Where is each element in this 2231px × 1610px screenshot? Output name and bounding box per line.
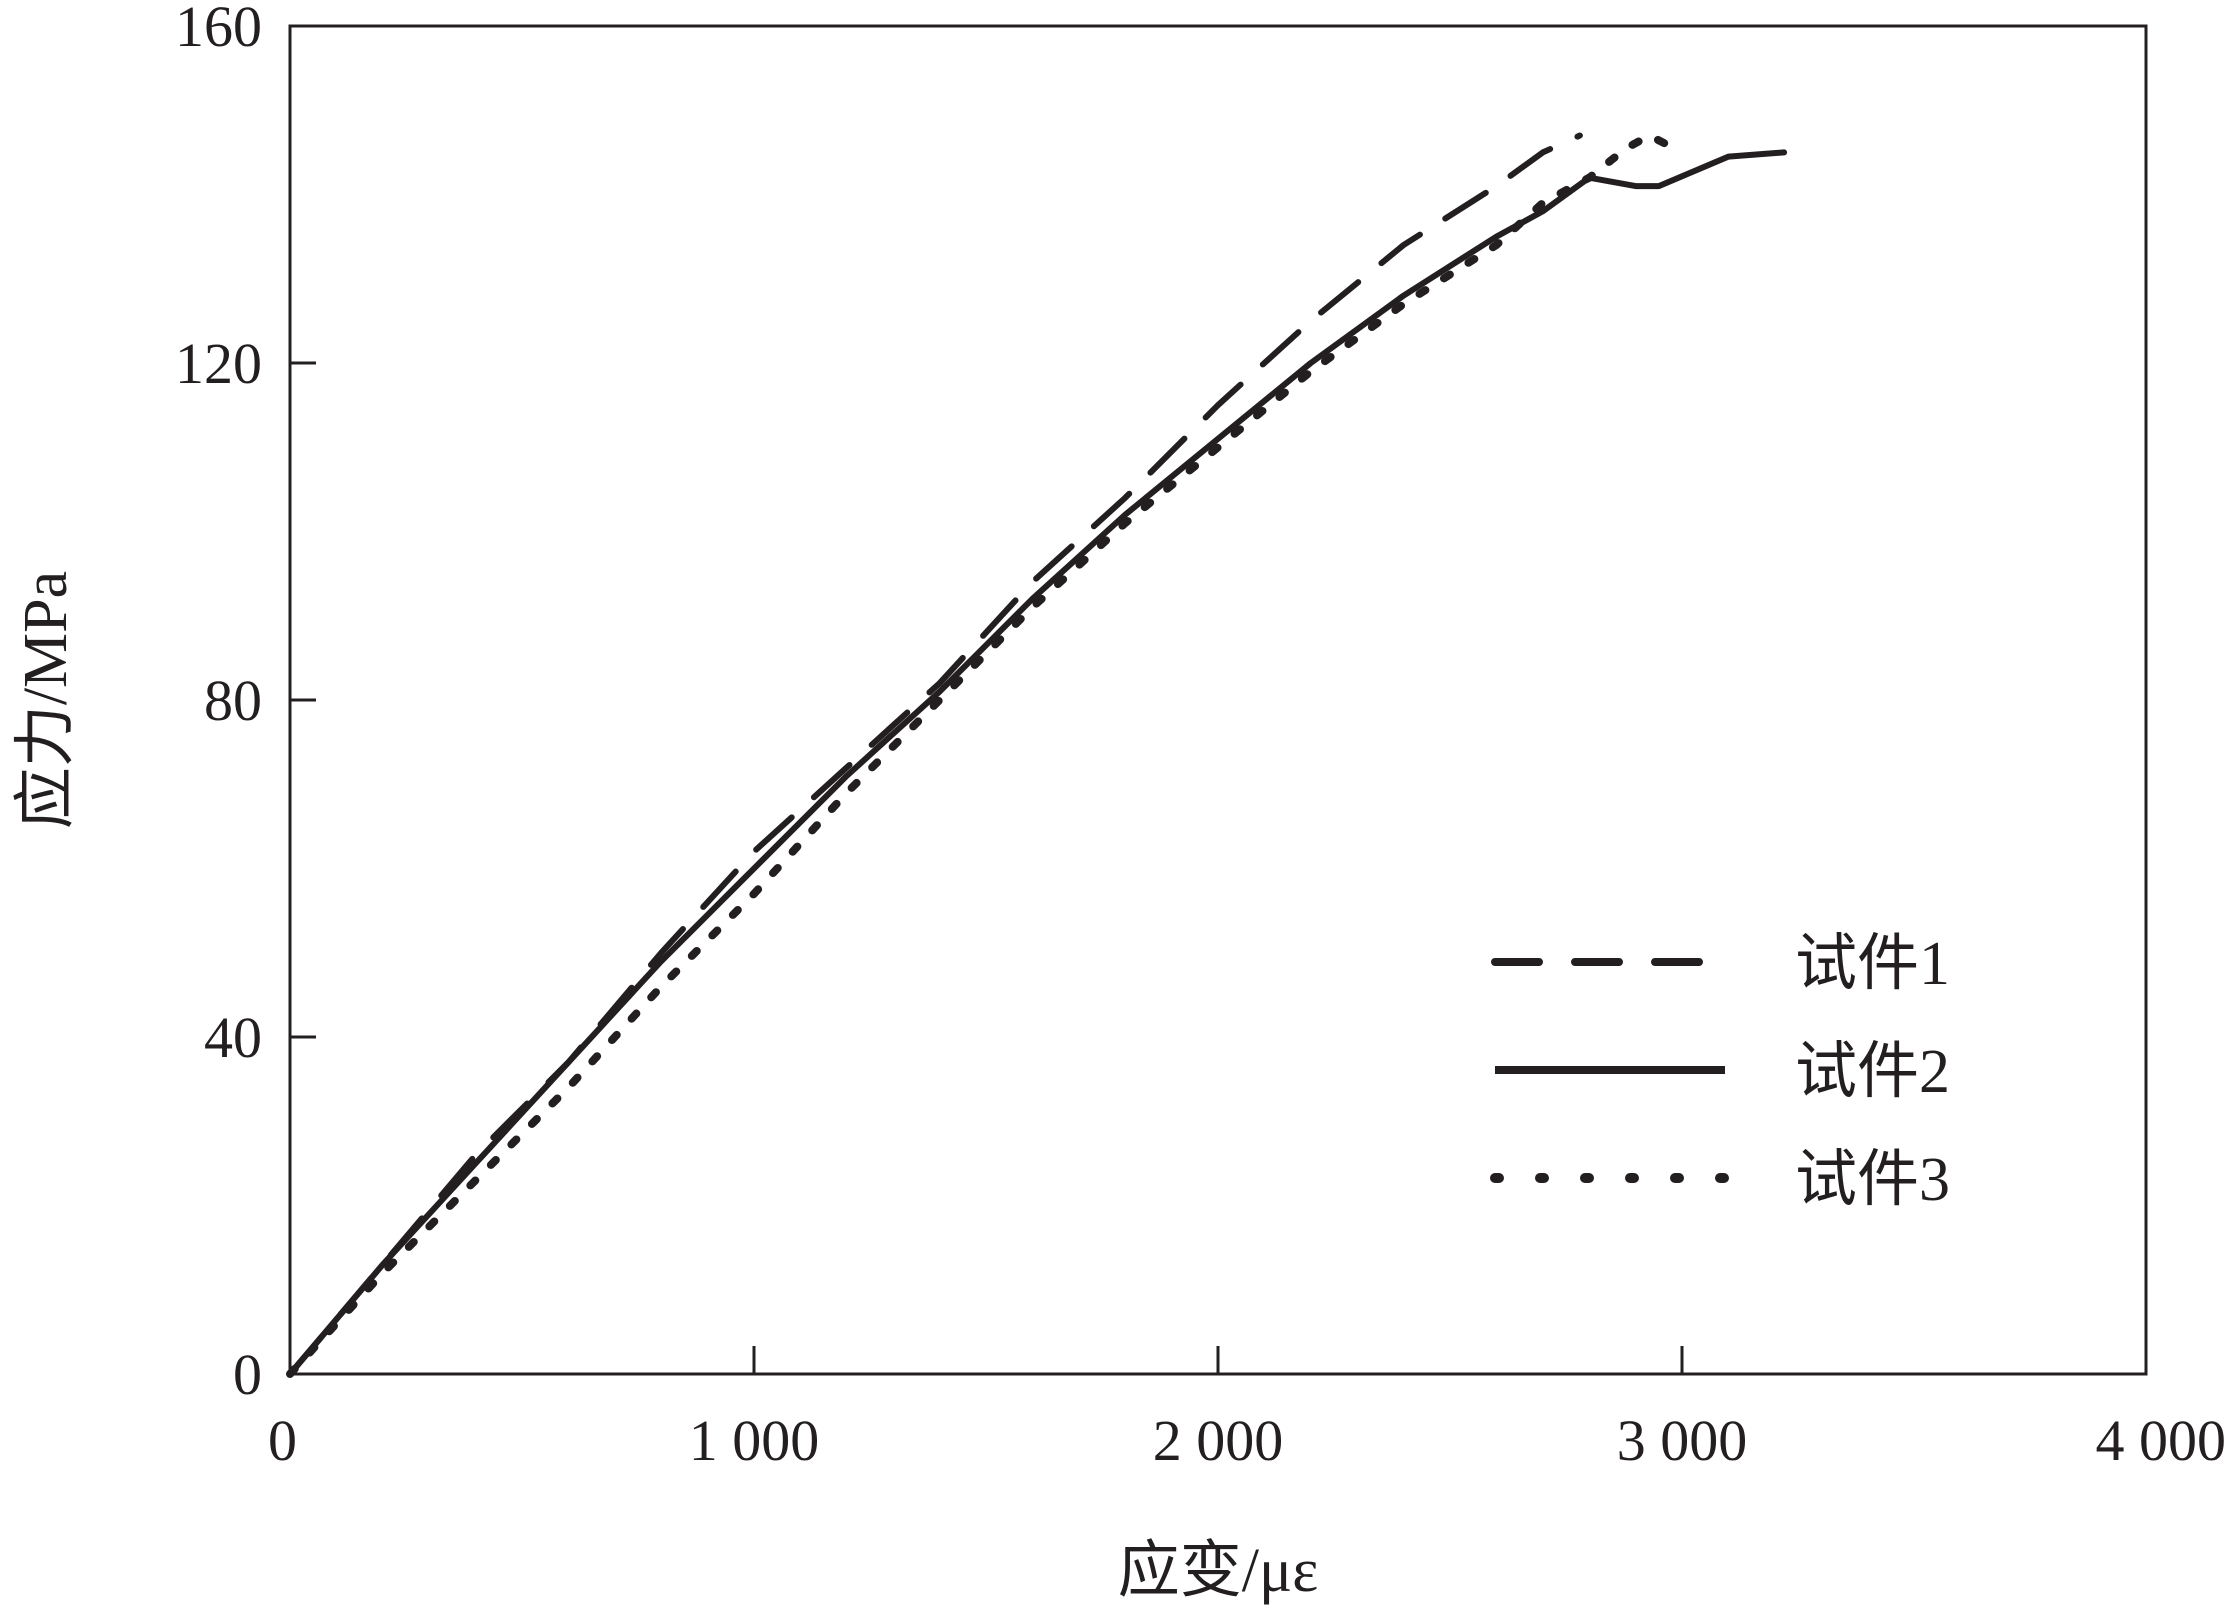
legend-label-2: 试件2 xyxy=(1795,1038,1950,1106)
legend-label-3: 试件3 xyxy=(1795,1146,1950,1214)
y-tick-label: 80 xyxy=(204,668,262,733)
series-line-2 xyxy=(287,149,1788,1377)
x-tick-label: 4 000 xyxy=(2096,1408,2227,1473)
x-axis-ticks: 0 1 000 2 000 3 000 4 000 xyxy=(268,1346,2226,1473)
legend: 试件1 试件2 试件3 xyxy=(1490,930,1950,1214)
y-tick-label: 120 xyxy=(175,331,262,396)
y-tick-label: 40 xyxy=(204,1005,262,1070)
x-tick-label: 0 xyxy=(268,1408,297,1473)
series-lines xyxy=(286,131,1788,1378)
series-line-3 xyxy=(286,131,1686,1378)
x-axis-title: 应变/με xyxy=(1118,1537,1319,1605)
legend-label-1: 试件1 xyxy=(1795,930,1950,998)
series-line-1 xyxy=(287,132,1583,1377)
x-tick-label: 1 000 xyxy=(689,1408,820,1473)
y-axis-title: 应力/MPa xyxy=(12,571,80,829)
y-axis-ticks: 0 40 80 120 160 xyxy=(175,0,316,1407)
x-tick-label: 2 000 xyxy=(1153,1408,1284,1473)
x-tick-label: 3 000 xyxy=(1617,1408,1748,1473)
y-tick-label: 160 xyxy=(175,0,262,59)
y-tick-label: 0 xyxy=(233,1342,262,1407)
